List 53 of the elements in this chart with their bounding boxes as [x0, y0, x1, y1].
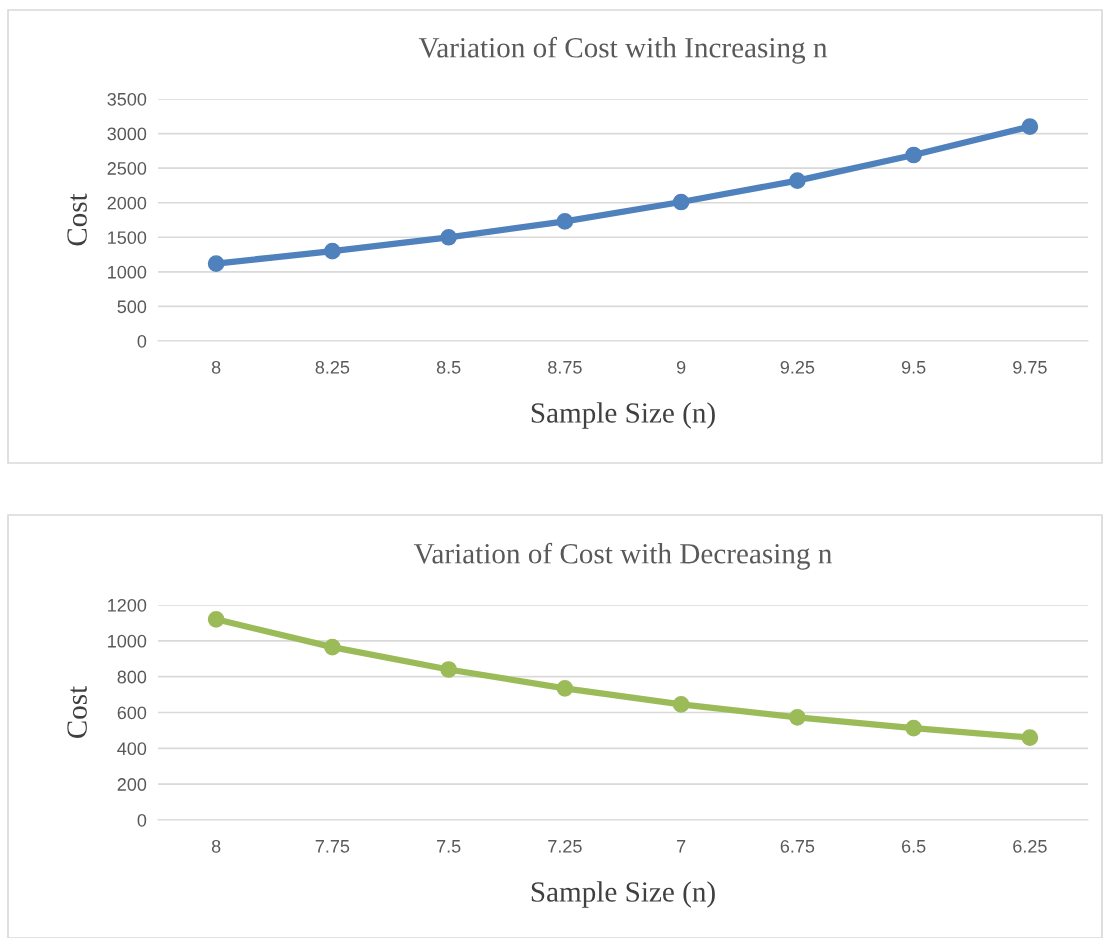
x-tick-label: 6.75 — [780, 839, 815, 853]
point — [905, 146, 922, 164]
x-tick-label: 8.75 — [548, 360, 582, 374]
x-tick-label: 9.75 — [1013, 360, 1047, 374]
x-tick-label: 8.25 — [315, 360, 350, 374]
x-axis-title: Sample Size (n) — [531, 881, 715, 908]
x-tick-label: 9.5 — [901, 360, 926, 374]
x-axis-title: Sample Size (n) — [531, 402, 715, 429]
chart-title: Variation of Cost with Decreasing n — [413, 542, 832, 570]
y-axis-title: Cost — [67, 193, 87, 246]
point — [672, 193, 690, 211]
y-tick-label: 1200 — [108, 598, 147, 612]
x-tick-label: 7.25 — [548, 839, 582, 853]
x-tick-label: 7.75 — [315, 840, 350, 853]
y-tick-label: 1000 — [108, 265, 147, 279]
y-tick-label: 2000 — [107, 196, 147, 210]
y-tick-label: 1500 — [108, 231, 147, 245]
y-tick-label: 200 — [117, 778, 147, 791]
y-tick-label: 0 — [137, 813, 147, 827]
y-tick-label: 500 — [117, 300, 147, 314]
x-tick-label: 8 — [211, 839, 221, 853]
y-tick-label: 3500 — [107, 92, 147, 106]
x-tick-label: 7.5 — [437, 840, 461, 853]
point — [207, 255, 225, 272]
x-tick-label: 9 — [676, 360, 686, 374]
y-tick-label: 3000 — [107, 127, 147, 141]
y-axis-title: Cost — [67, 685, 87, 739]
point — [207, 610, 225, 628]
point — [440, 228, 457, 246]
point — [556, 213, 574, 230]
y-tick-label: 2500 — [107, 162, 147, 175]
point — [672, 696, 690, 713]
y-tick-label: 800 — [117, 670, 147, 684]
y-tick-label: 400 — [117, 742, 147, 756]
point — [440, 661, 457, 678]
x-tick-label: 9.25 — [780, 360, 815, 374]
point — [324, 242, 341, 260]
x-tick-label: 6.25 — [1013, 839, 1047, 853]
point — [556, 679, 574, 697]
y-tick-label: 0 — [137, 334, 147, 348]
point — [1021, 729, 1039, 746]
chart-title: Variation of Cost with Increasing n — [418, 36, 828, 64]
y-tick-label: 1000 — [108, 634, 147, 648]
point — [905, 719, 922, 737]
point — [1021, 118, 1039, 135]
point — [789, 172, 806, 189]
point — [324, 638, 341, 656]
y-tick-label: 600 — [117, 706, 147, 720]
x-tick-label: 7 — [677, 840, 686, 853]
x-tick-label: 8.5 — [436, 360, 461, 374]
x-tick-label: 6.5 — [901, 839, 926, 853]
x-tick-label: 8 — [211, 360, 221, 374]
point — [789, 709, 806, 726]
